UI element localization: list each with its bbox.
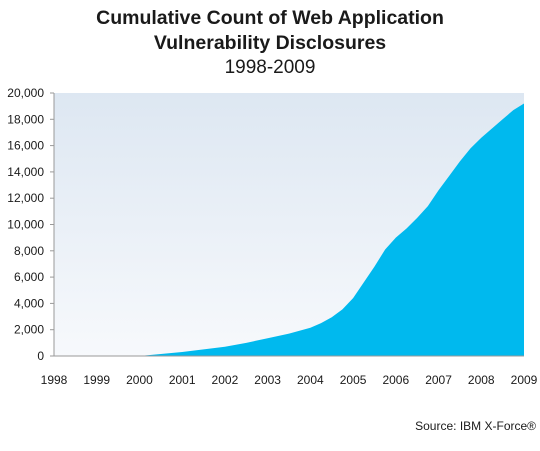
y-tick-label: 2,000 [14,323,44,337]
x-tick-label: 2002 [212,373,239,387]
y-tick-label: 8,000 [14,244,44,258]
x-tick-label: 1998 [41,373,68,387]
x-tick-label: 2003 [254,373,281,387]
y-tick-label: 10,000 [7,218,44,232]
y-tick-label: 16,000 [7,139,44,153]
x-tick-label: 2006 [382,373,409,387]
chart-title-line-2: Vulnerability Disclosures [153,32,387,54]
x-tick-label: 2008 [468,373,495,387]
chart-title-line-1: Cumulative Count of Web Application [96,7,444,29]
x-tick-label: 2001 [169,373,196,387]
x-tick-label: 2004 [297,373,324,387]
series-area [54,103,524,357]
chart-subtitle: 1998-2009 [224,57,316,78]
y-tick-label: 0 [37,349,44,363]
x-tick-label: 2005 [340,373,367,387]
y-tick-label: 18,000 [7,112,44,126]
x-tick-label: 2007 [425,373,452,387]
x-tick-label: 1999 [83,373,110,387]
y-tick-label: 4,000 [14,296,44,310]
x-tick-label: 2009 [511,373,538,387]
chart-title: Cumulative Count of Web Application Vuln… [0,6,540,80]
x-tick-label: 2000 [126,373,153,387]
source-note: Source: IBM X-Force® [415,419,536,433]
y-tick-label: 12,000 [7,191,44,205]
y-tick-label: 20,000 [7,86,44,100]
y-tick-label: 14,000 [7,165,44,179]
y-tick-label: 6,000 [14,270,44,284]
